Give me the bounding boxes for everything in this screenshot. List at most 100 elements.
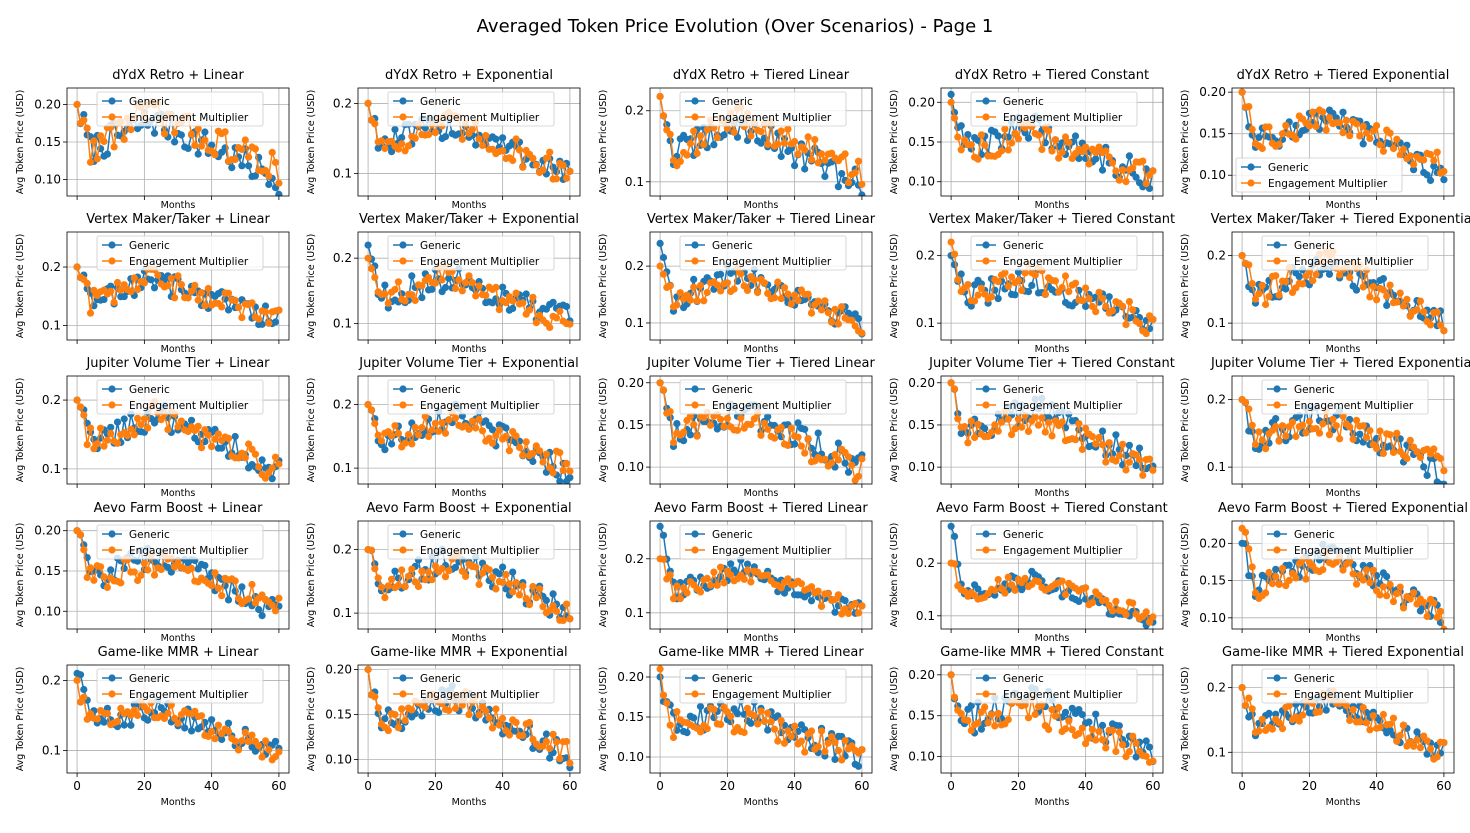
data-point [73, 396, 81, 404]
data-point [566, 615, 574, 623]
data-point [669, 156, 678, 164]
data-point [171, 294, 179, 302]
legend: Generic Engagement Multiplier [970, 524, 1138, 560]
data-point [1041, 428, 1049, 436]
data-point [268, 475, 276, 483]
data-point [1302, 575, 1310, 583]
data-point [187, 130, 196, 138]
data-point [659, 253, 668, 262]
data-point [1122, 611, 1130, 619]
data-point [760, 419, 769, 427]
data-point [113, 717, 122, 726]
data-point [987, 711, 996, 719]
legend: Generic Engagement Multiplier [970, 235, 1138, 271]
data-point [1376, 591, 1384, 599]
data-point [134, 285, 142, 294]
subplot-title: Jupiter Volume Tier + Tiered Constant [928, 356, 1175, 371]
data-point [398, 134, 406, 142]
data-point [1410, 589, 1418, 597]
subplot: 0.1 0.2 Vertex Maker/Taker + Tiered Linear… [598, 212, 876, 355]
axes-frame [66, 375, 290, 485]
data-point [680, 428, 688, 436]
data-point [1115, 728, 1123, 736]
legend-label: Engagement Multiplier [1294, 400, 1414, 412]
data-point [1426, 150, 1435, 159]
y-tick-label: 0.2 [42, 673, 61, 687]
data-point [418, 712, 426, 720]
data-point [211, 735, 219, 743]
data-point [271, 453, 280, 461]
data-point [1406, 436, 1414, 444]
subplot-title: Vertex Maker/Taker + Tiered Exponential [1211, 212, 1470, 227]
data-point [1346, 423, 1354, 431]
x-axis-label: Months [161, 797, 196, 808]
data-point [364, 401, 372, 409]
data-point [462, 572, 470, 581]
data-point [683, 151, 691, 159]
data-point [458, 287, 466, 295]
data-point [1416, 297, 1424, 305]
data-point [750, 276, 758, 284]
data-point [107, 566, 115, 574]
legend-label: Generic [1003, 673, 1044, 685]
data-point [1366, 134, 1374, 143]
data-point [1362, 434, 1371, 442]
data-point [1369, 283, 1377, 291]
data-point [1440, 176, 1448, 184]
axes-frame [1231, 87, 1455, 197]
data-point [177, 417, 185, 425]
data-point [676, 289, 684, 297]
subplot: 0.1 0.2 Vertex Maker/Taker + Exponential Mo… [306, 212, 581, 355]
data-point [1393, 298, 1401, 306]
legend-label: Engagement Multiplier [420, 112, 540, 124]
data-point [411, 423, 419, 432]
data-point [194, 296, 202, 304]
data-point [127, 425, 135, 433]
series-line [659, 558, 863, 616]
data-point [394, 724, 402, 732]
data-point [1021, 574, 1029, 583]
data-point [767, 718, 775, 726]
data-point [177, 131, 185, 139]
data-point [394, 429, 402, 437]
y-tick-label: 0.20 [325, 663, 352, 677]
legend-label: Engagement Multiplier [420, 400, 540, 412]
data-point [83, 573, 91, 582]
data-point [1085, 160, 1093, 168]
subplot: 0 20 40 60 0.1 0.2 Game-like MMR + Linear Month… [15, 645, 290, 808]
data-point [666, 137, 674, 145]
data-point [828, 733, 836, 741]
data-point [238, 162, 246, 170]
data-point [706, 421, 715, 429]
data-point [546, 464, 554, 472]
data-point [1082, 143, 1090, 151]
data-point [1129, 732, 1137, 740]
data-point [1272, 710, 1280, 718]
data-point [801, 748, 809, 756]
data-point [509, 568, 517, 576]
data-point [991, 722, 999, 730]
y-tick-label: 0.1 [333, 167, 352, 181]
data-point [194, 422, 202, 430]
data-point [831, 451, 839, 459]
legend-swatch-marker [982, 674, 990, 682]
data-point [1282, 277, 1290, 285]
x-tick-label: 60 [1436, 779, 1451, 793]
data-point [552, 175, 561, 183]
y-tick-label: 0.2 [625, 552, 644, 566]
y-axis-label: Avg Token Price (USD) [889, 90, 900, 195]
data-point [1406, 595, 1414, 603]
x-axis-label: Months [1035, 797, 1070, 808]
data-point [1145, 618, 1154, 626]
x-axis-label: Months [161, 200, 196, 211]
data-point [255, 742, 263, 750]
data-point [391, 125, 399, 134]
y-tick-label: 0.2 [42, 260, 61, 274]
data-point [371, 120, 379, 128]
data-point [764, 140, 772, 148]
data-point [542, 730, 551, 738]
legend-swatch-marker [691, 113, 699, 121]
data-point [86, 424, 95, 432]
data-point [807, 727, 816, 735]
